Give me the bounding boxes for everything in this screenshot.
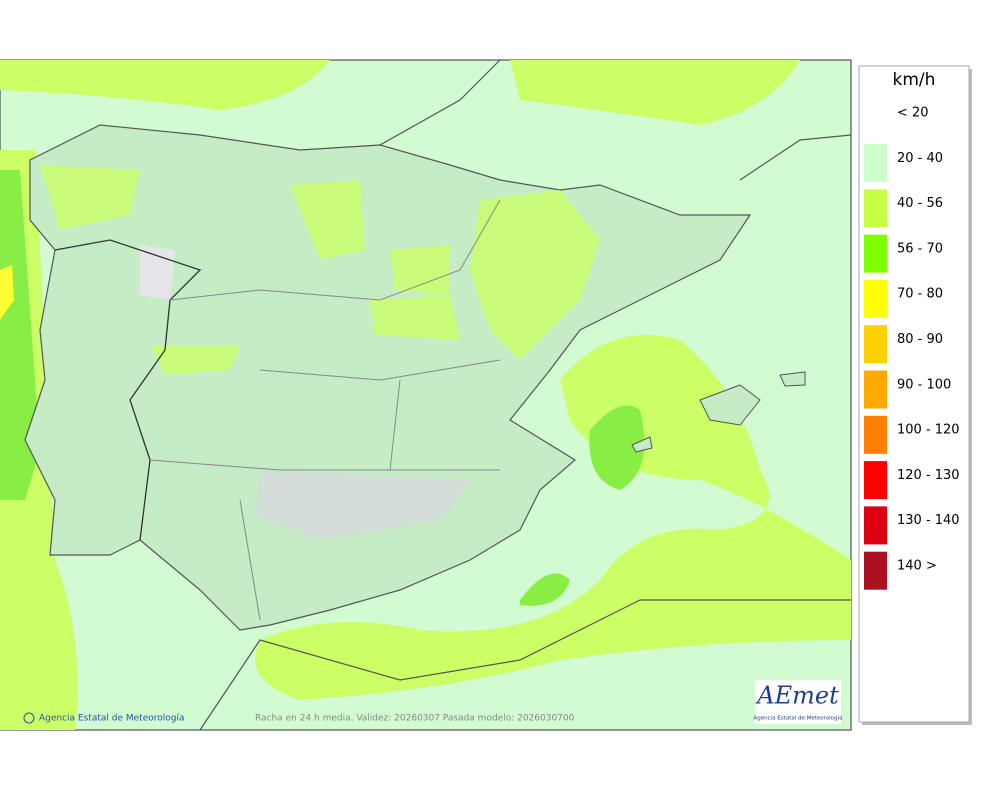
wind-zone: [290, 180, 365, 260]
wind-zone: [510, 60, 800, 125]
legend-label: < 20: [897, 106, 929, 121]
wind-zone: [255, 335, 851, 700]
legend-swatch: [864, 461, 887, 500]
legend-label: 80 - 90: [897, 332, 943, 347]
legend-label: 20 - 40: [897, 151, 943, 166]
map: Agencia Estatal de Meteorología Racha en…: [0, 59, 852, 731]
legend-unit: km/h: [893, 70, 936, 90]
coast: [199, 599, 851, 731]
wind-zone: [150, 345, 240, 375]
legend-swatch: [864, 551, 887, 590]
legend-label: 130 - 140: [897, 513, 960, 528]
islands: [631, 371, 806, 453]
wind-zone: [0, 170, 40, 500]
wind-zone: [0, 60, 330, 110]
legend-swatch: [864, 279, 887, 318]
logo-box: [755, 680, 841, 724]
legend-label: 56 - 70: [897, 241, 943, 256]
legend-swatch: [864, 234, 887, 273]
wind-zone: [0, 265, 14, 320]
legend-swatch: [864, 325, 887, 364]
legend: km/h < 20 20 - 40 40 - 56 56 - 70 70 - 80 80 …: [858, 65, 972, 725]
legend-swatch: [864, 189, 887, 228]
caption: Racha en 24 h media. Validez: 20260307 P…: [255, 714, 575, 724]
legend-label: 140 >: [897, 559, 937, 574]
wind-zone: [370, 295, 460, 340]
wind-zone: [470, 190, 600, 360]
border: [149, 199, 501, 621]
legend-label: 70 - 80: [897, 287, 943, 302]
wind-zone: [520, 573, 570, 606]
mountains: [140, 245, 175, 300]
legend-label: 90 - 100: [897, 377, 951, 392]
wind-zone: [40, 165, 140, 230]
legend-swatch: [864, 415, 887, 454]
credit: Agencia Estatal de Meteorología: [39, 714, 185, 724]
logo-subtitle: Agencia Estatal de Meteorología: [754, 715, 843, 722]
wind-zone: [589, 405, 645, 490]
coast: [379, 59, 852, 181]
legend-swatch: [864, 370, 887, 409]
mountains: [255, 470, 470, 540]
logo: AEmet: [755, 682, 839, 710]
legend-swatch: [864, 98, 887, 137]
legend-label: 40 - 56: [897, 196, 943, 211]
border: [54, 239, 202, 541]
legend-label: 100 - 120: [897, 423, 960, 438]
legend-label: 120 - 130: [897, 468, 960, 483]
wind-zone: [390, 245, 450, 295]
legend-swatch: [864, 506, 887, 545]
copyright-icon: [23, 712, 35, 724]
legend-swatch: [864, 144, 887, 182]
